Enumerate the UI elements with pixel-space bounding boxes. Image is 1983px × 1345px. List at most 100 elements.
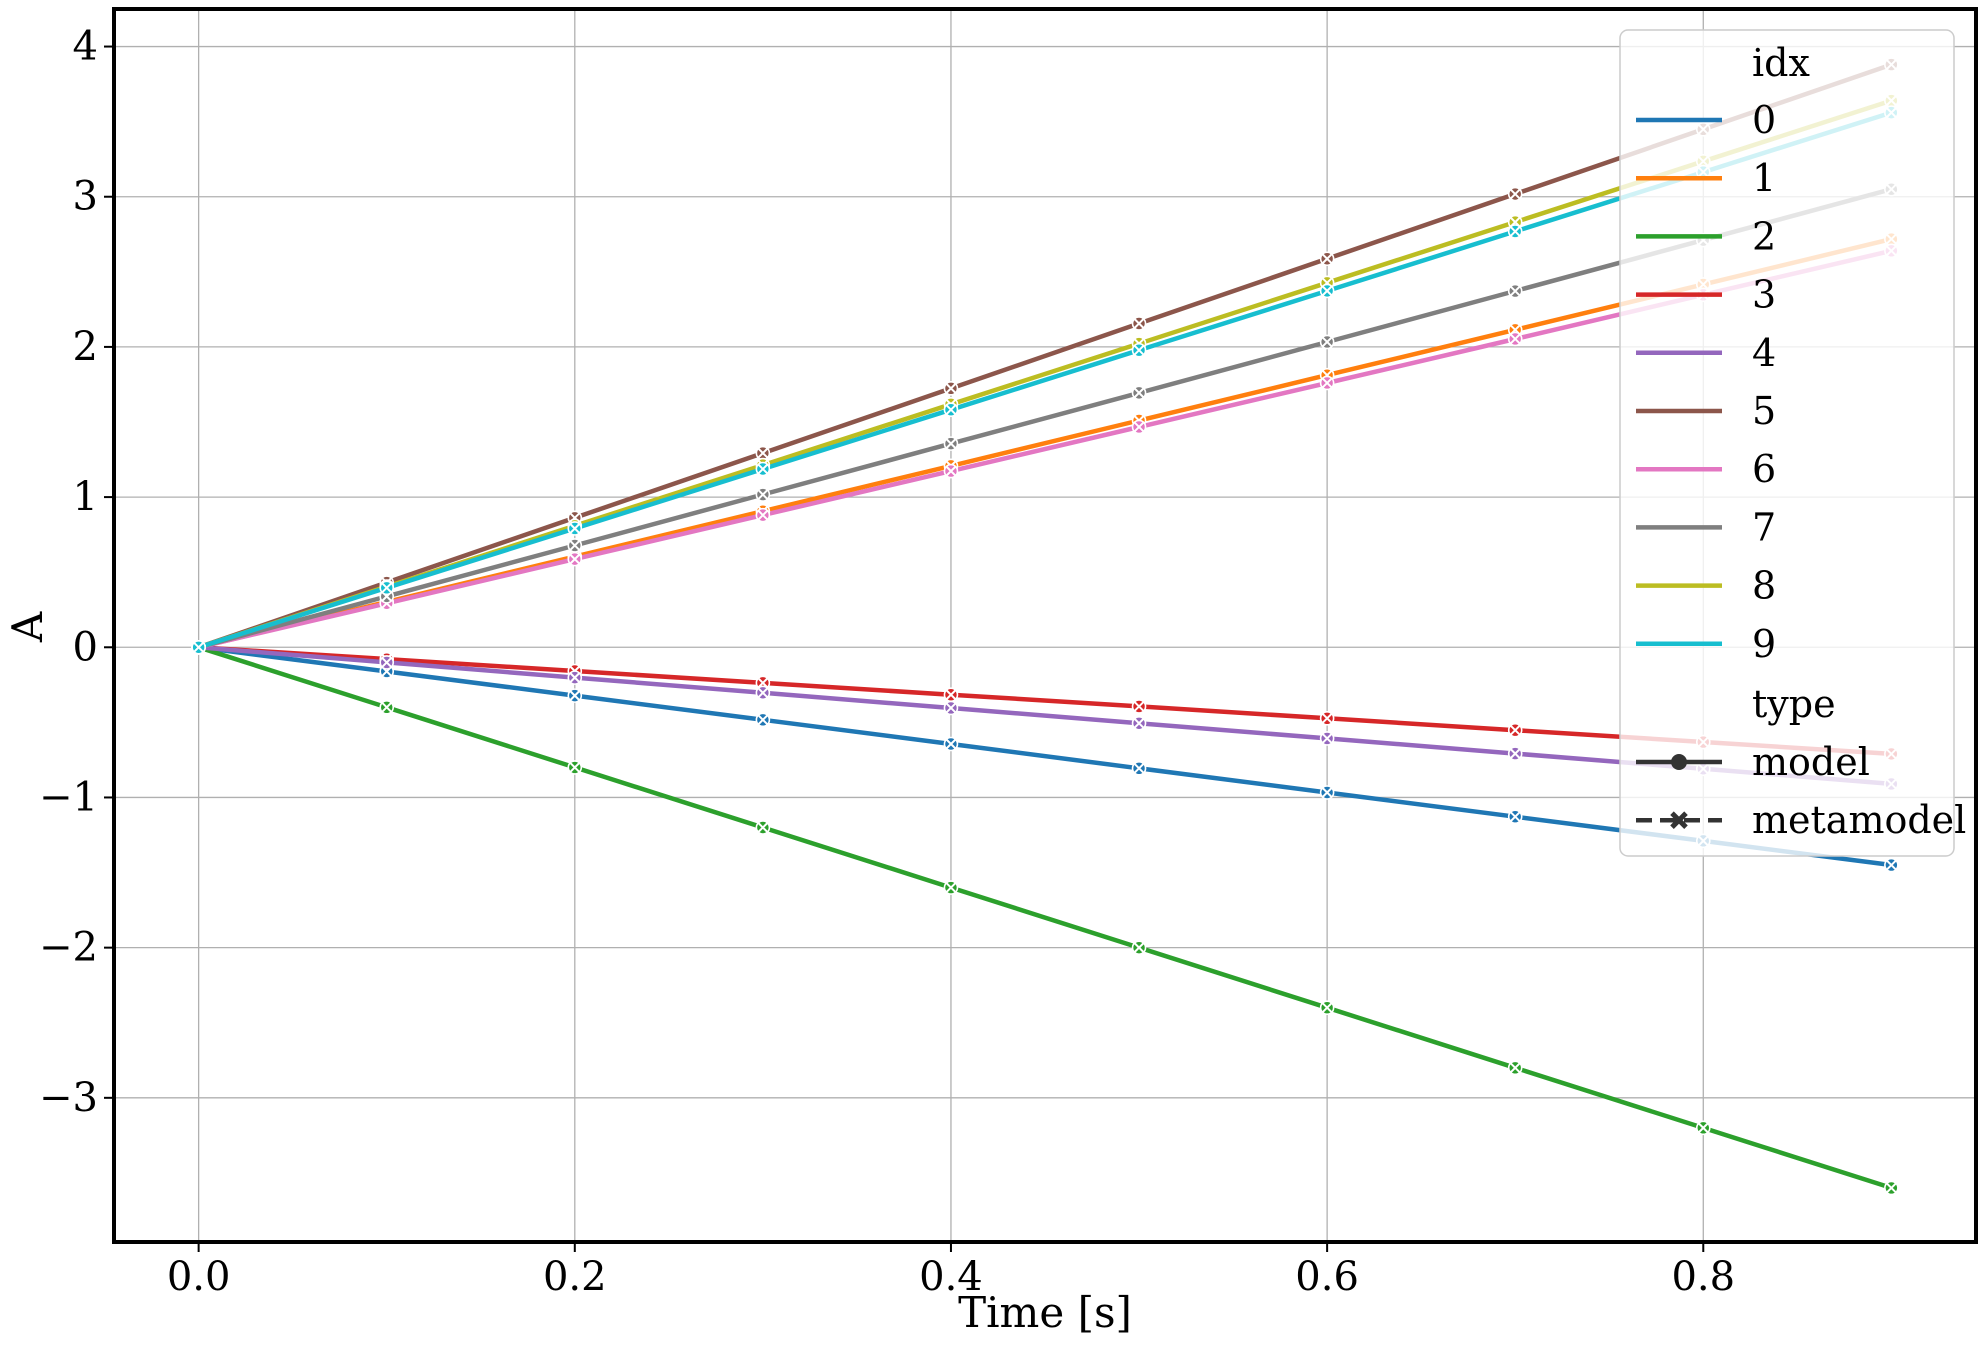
y-tick-label: −2 (39, 925, 98, 971)
x-tick-label: 0.0 (167, 1254, 231, 1300)
data-point-5 (755, 445, 771, 461)
legend-label: 5 (1752, 389, 1776, 433)
data-point-9 (943, 402, 959, 417)
legend-label: 8 (1752, 564, 1776, 608)
legend-label: 1 (1752, 156, 1776, 200)
data-point-0 (1319, 785, 1335, 800)
series-line-3 (196, 645, 1894, 757)
plot-frame (112, 7, 1978, 1244)
data-point-6 (943, 463, 959, 479)
axis-ticks: 0.0 0.2 0.4 0.6 0.8 −3 −2 −1 0 1 2 3 4 (39, 24, 1735, 1300)
legend-box (1619, 29, 1955, 857)
data-point-0 (1884, 857, 1899, 873)
data-point-7 (567, 538, 583, 553)
legend-marker-x (1670, 811, 1688, 829)
data-point-5 (943, 381, 959, 396)
data-point-9 (1131, 342, 1147, 358)
legend-item-7: 7 (1636, 505, 1776, 549)
legend-item-6: 6 (1636, 447, 1776, 491)
data-point-2 (1507, 1060, 1523, 1076)
data-point-3 (1319, 711, 1335, 726)
data-point-4 (379, 655, 395, 670)
data-point-2 (1695, 1120, 1711, 1136)
legend-style-label: metamodel (1752, 798, 1966, 842)
legend-item-4: 4 (1636, 331, 1776, 375)
data-point-2 (755, 820, 771, 835)
data-point-0 (943, 736, 959, 752)
data-point-2 (567, 760, 583, 775)
data-point-0 (1131, 761, 1147, 776)
legend-label: 2 (1752, 214, 1776, 258)
data-point-2 (1319, 1000, 1335, 1016)
series-line-9 (196, 110, 1894, 650)
data-point-9 (755, 461, 771, 477)
legend-label: 0 (1752, 98, 1776, 142)
data-point-6 (1507, 331, 1523, 347)
data-point-5 (1507, 186, 1523, 202)
legend-style-metamodel: metamodel (1636, 798, 1966, 842)
legend-item-8: 8 (1636, 564, 1776, 608)
data-point-3 (1131, 699, 1147, 714)
data-point-4 (943, 700, 959, 716)
data-point-4 (1507, 746, 1523, 761)
legend-item-3: 3 (1636, 273, 1776, 317)
data-point-5 (1319, 251, 1335, 267)
legend-label: 4 (1752, 331, 1776, 375)
legend-label: 6 (1752, 447, 1776, 491)
data-point-4 (567, 670, 583, 685)
data-point-6 (567, 551, 583, 567)
legend-style-model: model (1636, 740, 1870, 784)
data-point-7 (755, 487, 771, 502)
y-tick-label: −3 (39, 1075, 98, 1121)
legend-item-1: 1 (1636, 156, 1776, 200)
legend-label: 9 (1752, 622, 1776, 666)
data-point-9 (191, 639, 206, 655)
data-point-7 (1131, 385, 1147, 401)
data-point-9 (1507, 224, 1523, 239)
legend-label: 3 (1752, 273, 1776, 317)
data-point-0 (755, 712, 771, 728)
data-point-9 (1319, 283, 1335, 299)
legend-marker-circle (1671, 754, 1687, 770)
legend-hue-title: idx (1752, 41, 1810, 85)
legend-item-2: 2 (1636, 214, 1776, 258)
data-point-7 (943, 436, 959, 451)
data-point-9 (567, 521, 583, 536)
legend: idx type 0 1 2 3 4 5 6 7 8 9 model metamodel (1619, 29, 1966, 857)
x-tick-label: 0.8 (1671, 1254, 1735, 1300)
legend-style-title: type (1752, 682, 1836, 726)
y-tick-label: 4 (73, 24, 98, 70)
legend-item-0: 0 (1636, 98, 1776, 142)
data-point-7 (1319, 334, 1335, 350)
y-axis-label: A (3, 611, 52, 643)
data-point-6 (1319, 375, 1335, 391)
x-axis-label: Time [s] (958, 1288, 1132, 1337)
series-line-0 (196, 645, 1894, 868)
series-line-6 (196, 248, 1894, 650)
data-point-3 (1507, 722, 1523, 738)
legend-item-5: 5 (1636, 389, 1776, 433)
data-point-9 (379, 580, 395, 596)
y-tick-label: 1 (73, 474, 98, 520)
data-point-4 (755, 685, 771, 701)
series-lines (196, 62, 1894, 1191)
series-line-2 (196, 645, 1894, 1191)
data-point-2 (1884, 1180, 1899, 1196)
legend-label: 7 (1752, 505, 1776, 549)
legend-style-label: model (1752, 740, 1870, 784)
series-line-5 (196, 62, 1894, 650)
data-point-2 (1131, 940, 1147, 955)
y-tick-label: −1 (39, 774, 98, 820)
data-point-0 (567, 688, 583, 703)
data-point-6 (1131, 419, 1147, 435)
x-tick-label: 0.2 (543, 1254, 607, 1300)
y-tick-label: 2 (73, 324, 98, 370)
data-point-3 (943, 687, 959, 703)
x-tick-label: 0.6 (1295, 1254, 1359, 1300)
data-point-4 (1319, 731, 1335, 746)
data-point-2 (943, 880, 959, 895)
data-point-3 (755, 675, 771, 691)
y-tick-label: 0 (73, 624, 98, 670)
